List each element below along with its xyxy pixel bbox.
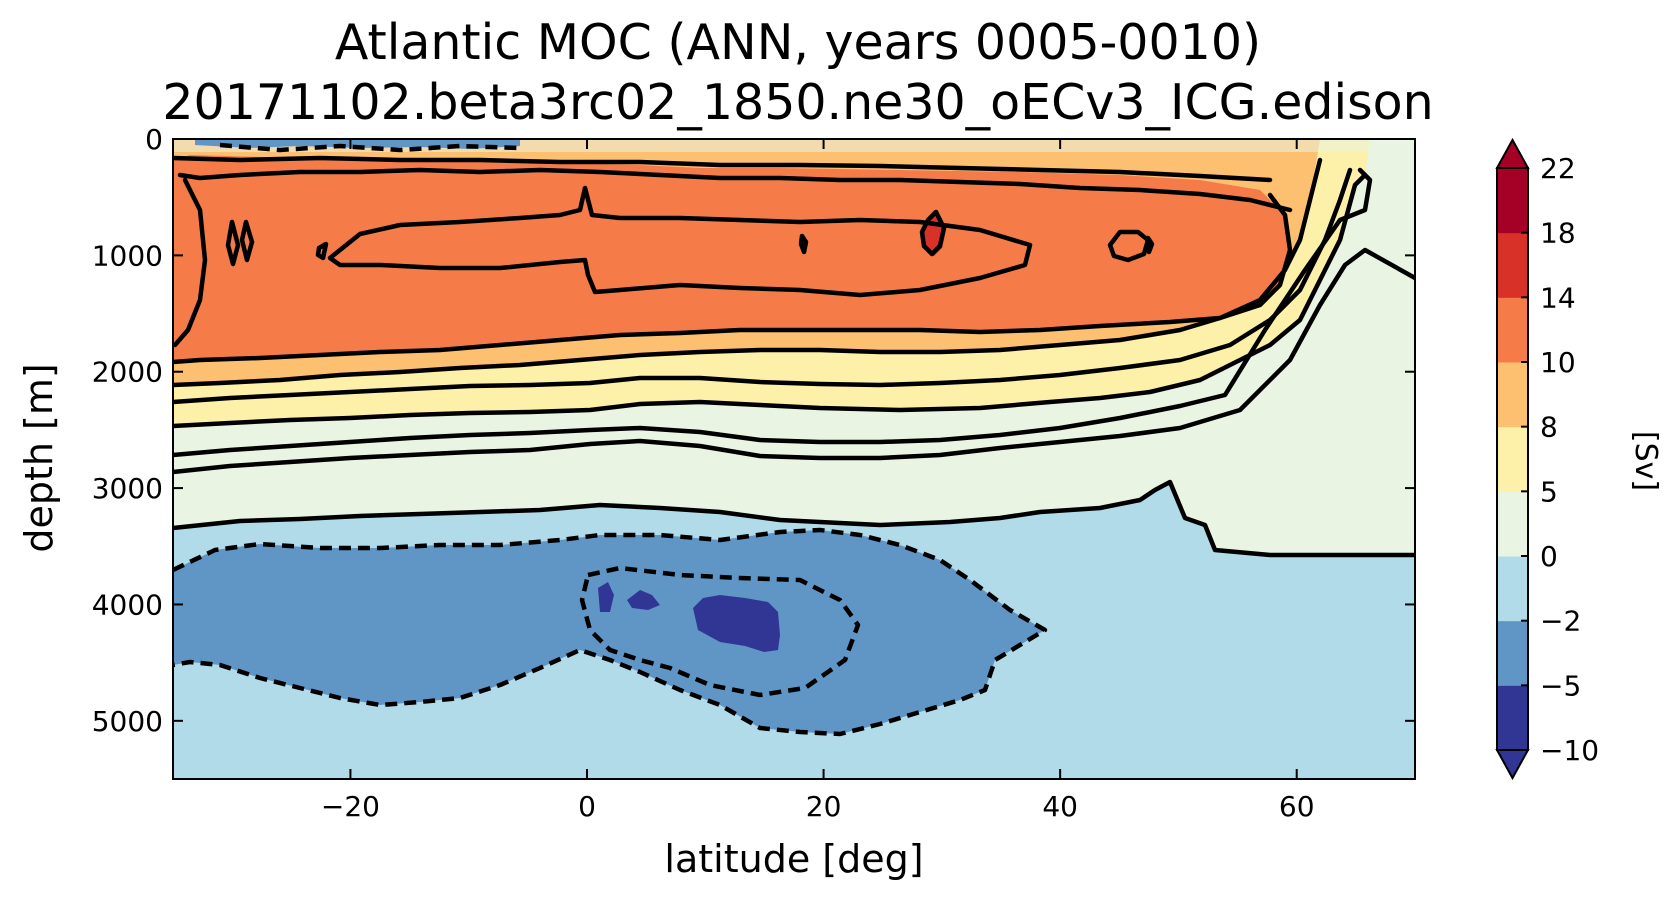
contour-line: [239, 219, 255, 263]
contour-line: [1145, 235, 1155, 255]
y-tick-label: 1000: [92, 239, 163, 272]
colorbar-segment: [1497, 426, 1528, 492]
colorbar-segment: [1497, 168, 1528, 234]
chart-title: Atlantic MOC (ANN, years 0005-0010): [334, 14, 1262, 71]
contour-line: [173, 157, 1323, 388]
x-tick-label: 40: [1042, 790, 1078, 823]
y-tick-label: 0: [145, 123, 163, 156]
y-tick-label: 4000: [92, 588, 163, 621]
band-neg10-to-neg5: [598, 582, 614, 612]
x-axis: −20 0 20 40 60: [321, 139, 1315, 823]
contour-line: [327, 185, 1033, 298]
colorbar-tick-label: −5: [1540, 669, 1581, 702]
x-tick-label: 60: [1279, 790, 1315, 823]
contour-line: [315, 241, 329, 261]
colorbar: −10 −5 −2 0 5 8 10 14 18 22: [1495, 137, 1599, 781]
band-neg10-to-neg5: [627, 590, 660, 610]
colorbar-segment: [1497, 491, 1528, 557]
contour-line: [173, 479, 1415, 558]
colorbar-tick-label: 14: [1540, 281, 1576, 314]
contour-line-negative: [579, 565, 861, 698]
contour-line: [173, 247, 1415, 475]
colorbar-segment: [1497, 556, 1528, 622]
band-10-to-14: [173, 155, 1290, 362]
colorbar-tick-label: 8: [1540, 411, 1558, 444]
contour-line: [173, 192, 1293, 365]
contour-line: [173, 167, 1373, 458]
colorbar-segment: [1497, 620, 1528, 686]
colorbar-extend-max: [1495, 137, 1530, 169]
colorbar-tick-label: −2: [1540, 605, 1581, 638]
band-neg10-to-neg5: [693, 595, 780, 652]
contour-line: [173, 167, 1353, 405]
band-neg5-to-neg2: [173, 530, 1045, 734]
colorbar-segment: [1497, 362, 1528, 428]
contour-line: [177, 167, 1293, 213]
contour-line: [173, 172, 1368, 429]
colorbar-segment: [1497, 297, 1528, 363]
contour-line: [919, 209, 947, 257]
colorbar-tick-label: 5: [1540, 475, 1558, 508]
colorbar-segment: [1497, 232, 1528, 298]
colorbar-extend-min: [1495, 749, 1530, 781]
x-tick-label: 20: [806, 790, 842, 823]
x-tick-label: 0: [578, 790, 596, 823]
colorbar-tick-label: −10: [1540, 734, 1599, 767]
y-tick-label: 2000: [92, 356, 163, 389]
colorbar-segment: [1497, 685, 1528, 751]
colorbar-tick-label: 10: [1540, 346, 1576, 379]
contour-line-negative: [173, 527, 1048, 737]
contour-line: [173, 155, 1273, 183]
y-axis-label: depth [m]: [17, 363, 61, 552]
contour-line: [173, 177, 208, 348]
colorbar-tick-label: 18: [1540, 217, 1576, 250]
contour-line: [1107, 229, 1151, 263]
y-tick-label: 5000: [92, 705, 163, 738]
colorbar-tick-label: 22: [1540, 152, 1576, 185]
colorbar-frame: [1496, 167, 1529, 751]
x-tick-label: −20: [321, 790, 380, 823]
y-tick-label: 3000: [92, 472, 163, 505]
colorbar-label: [Sv]: [1628, 431, 1663, 491]
colorbar-tick-label: 0: [1540, 540, 1558, 573]
contour-line: [225, 219, 241, 267]
chart-subtitle: 20171102.beta3rc02_1850.ne30_oECv3_ICG.e…: [162, 74, 1434, 131]
y-axis: 0 1000 2000 3000 4000 5000: [92, 123, 1415, 738]
x-axis-label: latitude [deg]: [664, 837, 923, 881]
contour-line-negative: [219, 142, 521, 153]
plot-frame: [172, 138, 1416, 780]
contour-line: [798, 233, 809, 255]
